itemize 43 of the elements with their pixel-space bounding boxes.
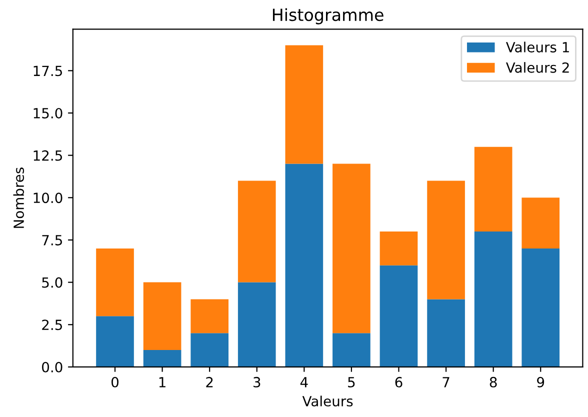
y-axis-title: Nombres (13, 168, 24, 228)
bar (143, 350, 182, 367)
chart-title: Histogramme (272, 8, 384, 24)
y-tick-label: 15.0 (34, 108, 62, 118)
bar (285, 164, 324, 367)
bar (380, 265, 418, 367)
bar (96, 316, 134, 367)
bar (238, 282, 276, 367)
x-tick-label: 3 (254, 376, 260, 388)
bar (285, 45, 324, 164)
x-tick-label: 2 (206, 376, 213, 388)
y-tick-label: 17.5 (34, 66, 62, 76)
legend-label: Valeurs 2 (506, 62, 569, 73)
bar (238, 180, 276, 282)
bar (474, 232, 512, 367)
x-tick-label: 4 (300, 377, 308, 388)
y-tick-label: 5.0 (42, 277, 62, 288)
y-tick-label: 12.5 (34, 150, 62, 161)
bar (427, 180, 465, 300)
bar (427, 299, 465, 367)
bar (190, 333, 228, 367)
bar (522, 198, 560, 248)
y-tick-label: 7.5 (42, 235, 62, 246)
x-tick-label: 6 (395, 376, 402, 388)
y-tick-label: 0.0 (42, 362, 62, 372)
bar (96, 248, 134, 316)
x-axis-title: Valeurs (302, 396, 353, 406)
bar (190, 299, 228, 334)
bar (474, 146, 512, 232)
x-tick-label: 8 (490, 376, 497, 388)
x-tick-label: 0 (112, 376, 118, 388)
bar (143, 282, 182, 350)
bar (332, 164, 370, 334)
y-tick-label: 2.5 (42, 320, 62, 330)
x-tick-label: 5 (348, 377, 355, 388)
y-tick-label: 10.0 (34, 192, 62, 204)
x-tick-label: 7 (442, 377, 450, 388)
bar (332, 333, 370, 367)
bar (522, 248, 560, 367)
legend-label: Valeurs 1 (506, 42, 569, 52)
x-tick-label: 1 (159, 377, 166, 388)
bar (380, 232, 418, 266)
x-tick-label: 9 (537, 376, 544, 388)
